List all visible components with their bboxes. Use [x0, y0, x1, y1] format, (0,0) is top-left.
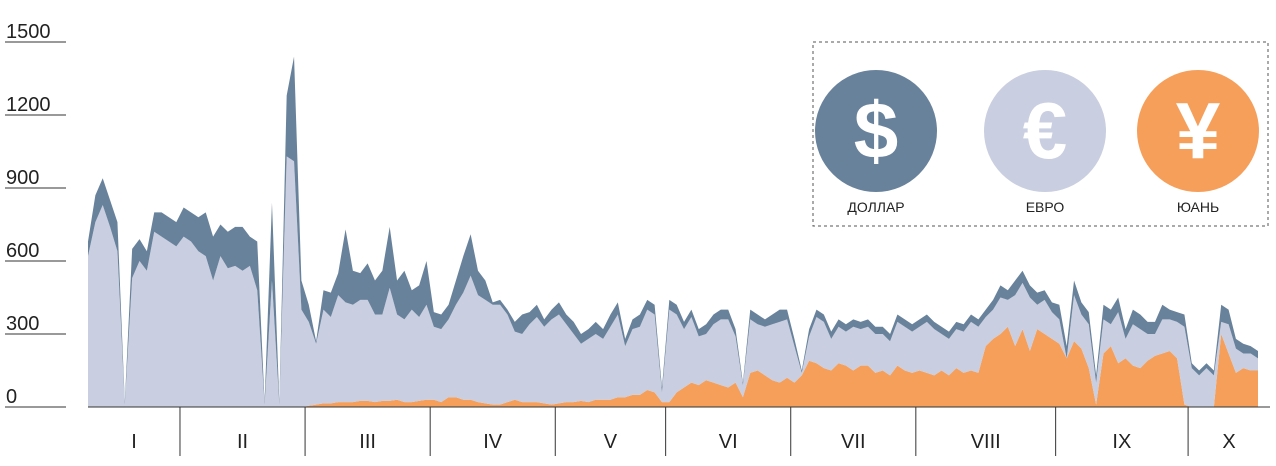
x-tick-label: I	[131, 431, 137, 453]
x-tick-label: III	[359, 431, 376, 453]
x-tick-label: IX	[1112, 431, 1131, 453]
y-tick-label: 900	[6, 167, 39, 189]
legend-symbol: ¥	[1176, 86, 1221, 175]
legend-label: ЕВРО	[1026, 199, 1065, 215]
y-tick-label: 1200	[6, 94, 51, 116]
x-tick-label: II	[237, 431, 248, 453]
area	[88, 156, 1258, 407]
legend-icon	[815, 70, 937, 192]
legend-symbol: €	[1023, 86, 1068, 175]
y-tick-label: 300	[6, 313, 39, 335]
x-tick-label: VII	[841, 431, 865, 453]
legend-label: ЮАНЬ	[1177, 199, 1219, 215]
legend-icon	[1137, 70, 1259, 192]
x-tick-label: VI	[719, 431, 738, 453]
legend-label: ДОЛЛАР	[847, 199, 904, 215]
x-tick-label: X	[1222, 431, 1235, 453]
x-tick-label: IV	[483, 431, 503, 453]
x-tick-label: V	[604, 431, 618, 453]
y-tick-label: 0	[6, 386, 17, 408]
legend-symbol: $	[854, 86, 899, 175]
y-tick-label: 600	[6, 240, 39, 262]
area	[88, 326, 1258, 407]
legend-icon	[984, 70, 1106, 192]
x-tick-label: VIII	[971, 431, 1001, 453]
y-tick-label: 1500	[6, 21, 51, 43]
